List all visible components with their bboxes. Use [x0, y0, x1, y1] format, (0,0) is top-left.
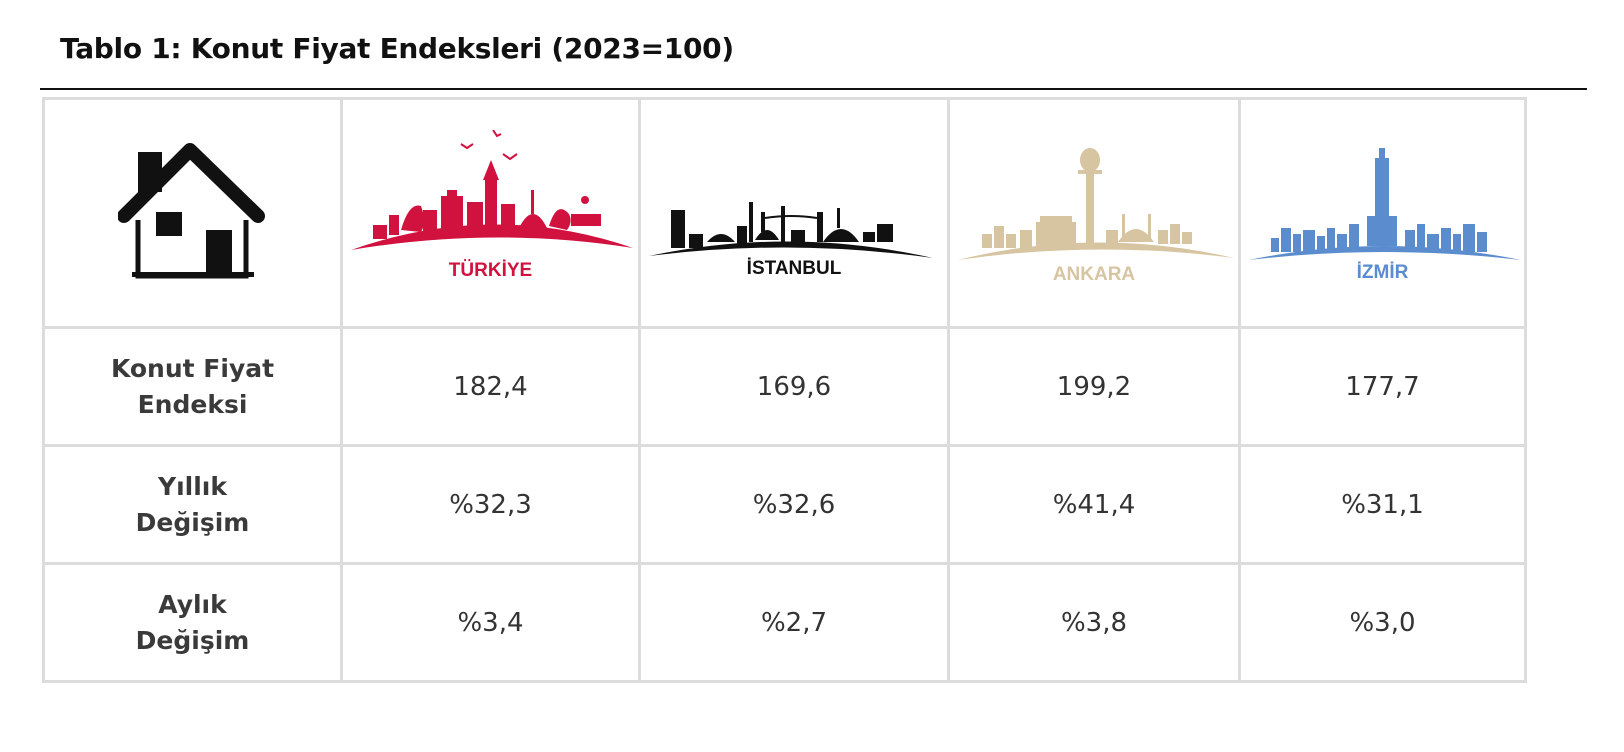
header-row: TÜRKİYE: [42, 97, 1527, 329]
value-cell: %3,4: [340, 562, 641, 683]
city-header-ankara: ANKARA: [947, 97, 1241, 329]
row-label: Konut Fiyat Endeksi: [42, 326, 343, 447]
istanbul-skyline-icon: [649, 202, 933, 258]
value-cell: %2,7: [638, 562, 950, 683]
row-label: Yıllık Değişim: [42, 444, 343, 565]
city-name-ankara: ANKARA: [1052, 264, 1136, 285]
turkiye-skyline-icon: [351, 130, 633, 250]
table-row: Yıllık Değişim %32,3 %32,6 %41,4 %31,1: [42, 444, 1527, 565]
city-header-istanbul: İSTANBUL: [638, 97, 950, 329]
row-label: Aylık Değişim: [42, 562, 343, 683]
house-icon: [117, 143, 265, 279]
value-cell: %3,0: [1238, 562, 1527, 683]
izmir-skyline-icon: [1249, 148, 1521, 260]
value-cell: %32,3: [340, 444, 641, 565]
ankara-skyline-icon: [958, 148, 1234, 260]
city-name-turkiye: TÜRKİYE: [448, 260, 533, 281]
city-header-izmir: İZMİR: [1238, 97, 1527, 329]
value-cell: 169,6: [638, 326, 950, 447]
city-name-istanbul: İSTANBUL: [746, 258, 842, 279]
value-cell: 182,4: [340, 326, 641, 447]
value-cell: %41,4: [947, 444, 1241, 565]
housing-price-index-table: TÜRKİYE: [42, 97, 1527, 683]
value-cell: 177,7: [1238, 326, 1527, 447]
value-cell: %31,1: [1238, 444, 1527, 565]
table-title: Tablo 1: Konut Fiyat Endeksleri (2023=10…: [60, 32, 734, 65]
table-row: Konut Fiyat Endeksi 182,4 169,6 199,2 17…: [42, 326, 1527, 447]
city-name-izmir: İZMİR: [1356, 262, 1409, 283]
value-cell: %32,6: [638, 444, 950, 565]
header-icon-cell: [42, 97, 343, 329]
value-cell: %3,8: [947, 562, 1241, 683]
city-header-turkiye: TÜRKİYE: [340, 97, 641, 329]
title-divider: [40, 88, 1587, 90]
value-cell: 199,2: [947, 326, 1241, 447]
table-row: Aylık Değişim %3,4 %2,7 %3,8 %3,0: [42, 562, 1527, 683]
